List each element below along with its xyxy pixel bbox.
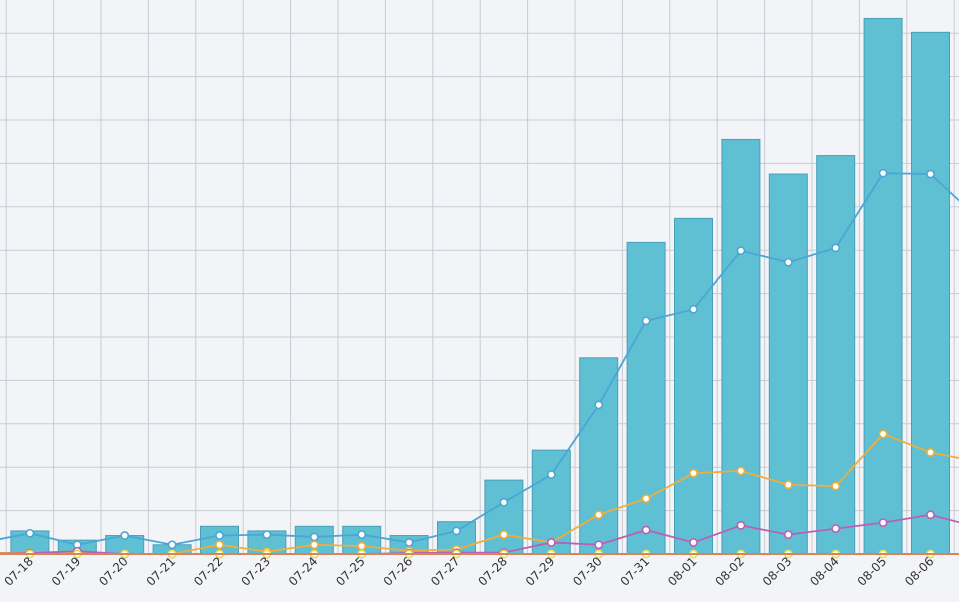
line-point-08-01: [689, 304, 698, 314]
line-point-08-06: [926, 169, 935, 179]
x-tick-label: 07-28: [475, 554, 510, 589]
x-tick-label: 07-26: [381, 554, 416, 589]
line-point-07-28: [499, 497, 509, 507]
bar-08-02: [721, 138, 761, 555]
x-tick-label: 07-21: [144, 554, 179, 589]
bar-series: [10, 17, 950, 555]
line-point-07-30: [594, 540, 604, 550]
line-point-08-03: [783, 530, 793, 540]
line-point-08-06: [926, 510, 935, 520]
x-tick-label: 08-06: [902, 554, 937, 589]
x-tick-label: 07-29: [523, 554, 558, 589]
line-point-08-04: [831, 243, 841, 253]
bar-07-29: [531, 449, 571, 555]
line-point-08-05: [878, 429, 888, 439]
line-point-08-06: [926, 448, 935, 457]
line-point-08-02: [736, 520, 746, 530]
line-series: [0, 168, 959, 559]
line-point-07-22: [215, 540, 224, 550]
line-point-07-31: [641, 525, 651, 535]
x-tick-label: 07-24: [286, 554, 321, 589]
line-point-07-31: [641, 316, 651, 326]
line-point-07-20: [120, 531, 130, 540]
line-point-08-01: [689, 538, 698, 547]
bar-07-31: [626, 241, 666, 555]
line-point-07-27: [452, 526, 461, 536]
line-point-07-29: [546, 538, 556, 547]
line-point-07-26: [404, 538, 414, 547]
grid-lines: [0, 0, 959, 555]
line-point-08-03: [783, 480, 793, 490]
bar-07-30: [579, 357, 619, 555]
x-tick-label: 07-25: [333, 554, 368, 589]
line-point-08-04: [831, 524, 841, 534]
x-tick-label: 07-20: [96, 554, 131, 589]
line-point-08-02: [736, 246, 746, 256]
line-point-07-21: [167, 540, 177, 550]
line-point-07-22: [215, 531, 224, 540]
x-tick-label: 08-01: [665, 554, 700, 589]
line-point-07-24: [309, 540, 319, 550]
line-point-07-24: [309, 532, 319, 542]
bar-07-28: [484, 479, 524, 555]
x-tick-label: 08-04: [807, 554, 842, 589]
line-point-07-25: [357, 530, 367, 540]
x-tick-label: 07-30: [570, 554, 605, 589]
x-tick-label: 07-19: [49, 554, 84, 589]
line-point-08-04: [831, 481, 841, 491]
x-tick-label: 08-02: [712, 554, 747, 589]
bar-08-06: [911, 31, 950, 555]
line-point-08-02: [736, 466, 746, 476]
line-point-07-30: [594, 400, 604, 410]
line-point-08-05: [878, 518, 888, 528]
bar-07-22: [200, 525, 239, 555]
line-point-07-28: [499, 530, 509, 540]
line-series-0-path: [0, 172, 959, 546]
x-tick-label: 08-03: [760, 554, 795, 589]
bar-08-01: [674, 217, 713, 555]
line-point-07-25: [357, 541, 367, 551]
x-tick-label: 07-31: [618, 554, 653, 589]
x-axis-tick-labels: 07-1707-1807-1907-2007-2107-2207-2307-24…: [1, 554, 937, 589]
line-point-08-01: [689, 468, 698, 478]
x-tick-label: 07-27: [428, 554, 463, 589]
x-tick-label: 07-22: [191, 554, 226, 589]
line-point-07-30: [594, 510, 604, 520]
line-point-07-23: [262, 530, 272, 540]
x-tick-label: 08-05: [855, 554, 890, 589]
line-point-08-05: [878, 168, 888, 178]
line-point-07-18: [25, 528, 35, 538]
bar-08-03: [768, 173, 808, 555]
line-point-07-31: [641, 494, 651, 503]
bar-08-04: [816, 155, 856, 555]
x-tick-label: 07-23: [238, 554, 273, 589]
bar-08-05: [863, 17, 903, 555]
line-point-08-03: [783, 257, 793, 267]
x-tick-label: 07-18: [1, 554, 36, 589]
line-point-07-29: [546, 470, 556, 479]
